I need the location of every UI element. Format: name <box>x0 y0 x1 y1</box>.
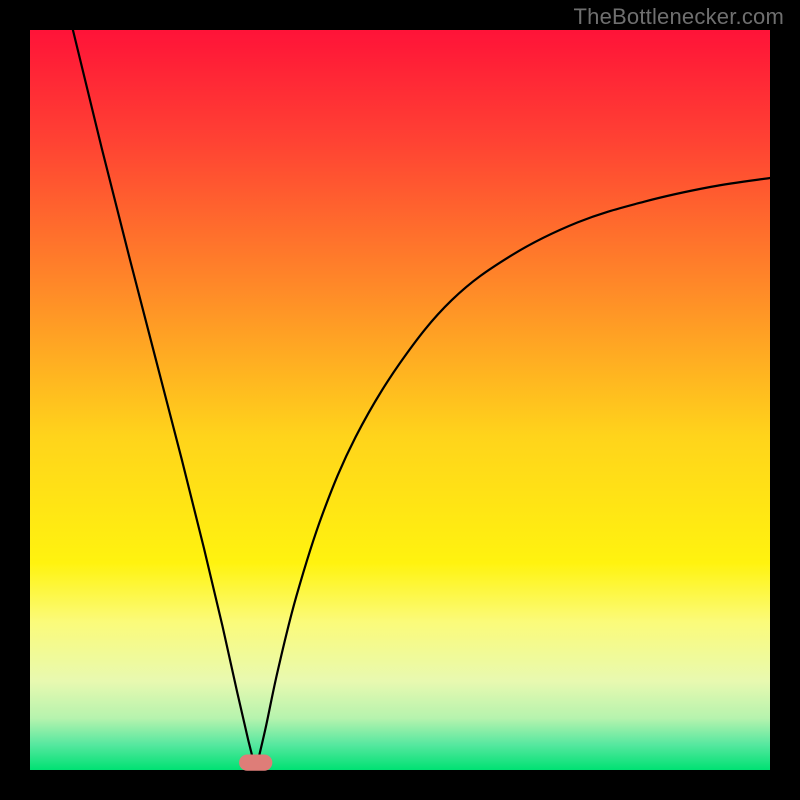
optimal-point-marker <box>239 754 272 770</box>
chart-container: TheBottlenecker.com <box>0 0 800 800</box>
watermark-text: TheBottlenecker.com <box>574 4 784 30</box>
bottleneck-chart <box>0 0 800 800</box>
plot-area <box>30 30 770 770</box>
